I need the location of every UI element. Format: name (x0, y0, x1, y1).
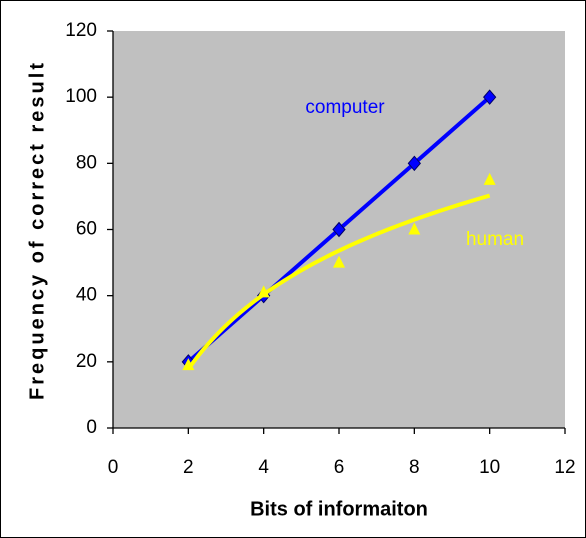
marker (483, 172, 496, 185)
x-tick-label: 4 (258, 457, 269, 478)
marker (408, 222, 421, 235)
y-tick-label: 20 (76, 351, 97, 372)
y-tick-label: 40 (76, 285, 97, 306)
x-axis-label: Bits of informaiton (250, 498, 428, 520)
y-tick-label: 100 (65, 86, 97, 107)
x-tick-label: 2 (183, 457, 194, 478)
x-tick-label: 12 (554, 457, 575, 478)
marker (182, 358, 195, 371)
series-label: computer (305, 97, 385, 118)
marker (333, 255, 345, 268)
x-tick-label: 0 (108, 457, 119, 478)
x-tick-label: 10 (479, 457, 500, 478)
marker (332, 221, 346, 238)
y-axis-label: Frequency of correct result (26, 60, 48, 400)
y-tick-label: 0 (86, 417, 97, 438)
trendline (186, 193, 491, 371)
marker (257, 285, 270, 298)
marker (483, 89, 497, 105)
x-tick-label: 8 (409, 457, 420, 478)
x-tick-label: 6 (334, 457, 345, 478)
y-tick-label: 120 (65, 20, 97, 41)
y-tick-label: 60 (76, 219, 97, 240)
marker (407, 155, 421, 172)
y-tick-label: 80 (76, 152, 97, 173)
series-label: human (466, 229, 524, 250)
